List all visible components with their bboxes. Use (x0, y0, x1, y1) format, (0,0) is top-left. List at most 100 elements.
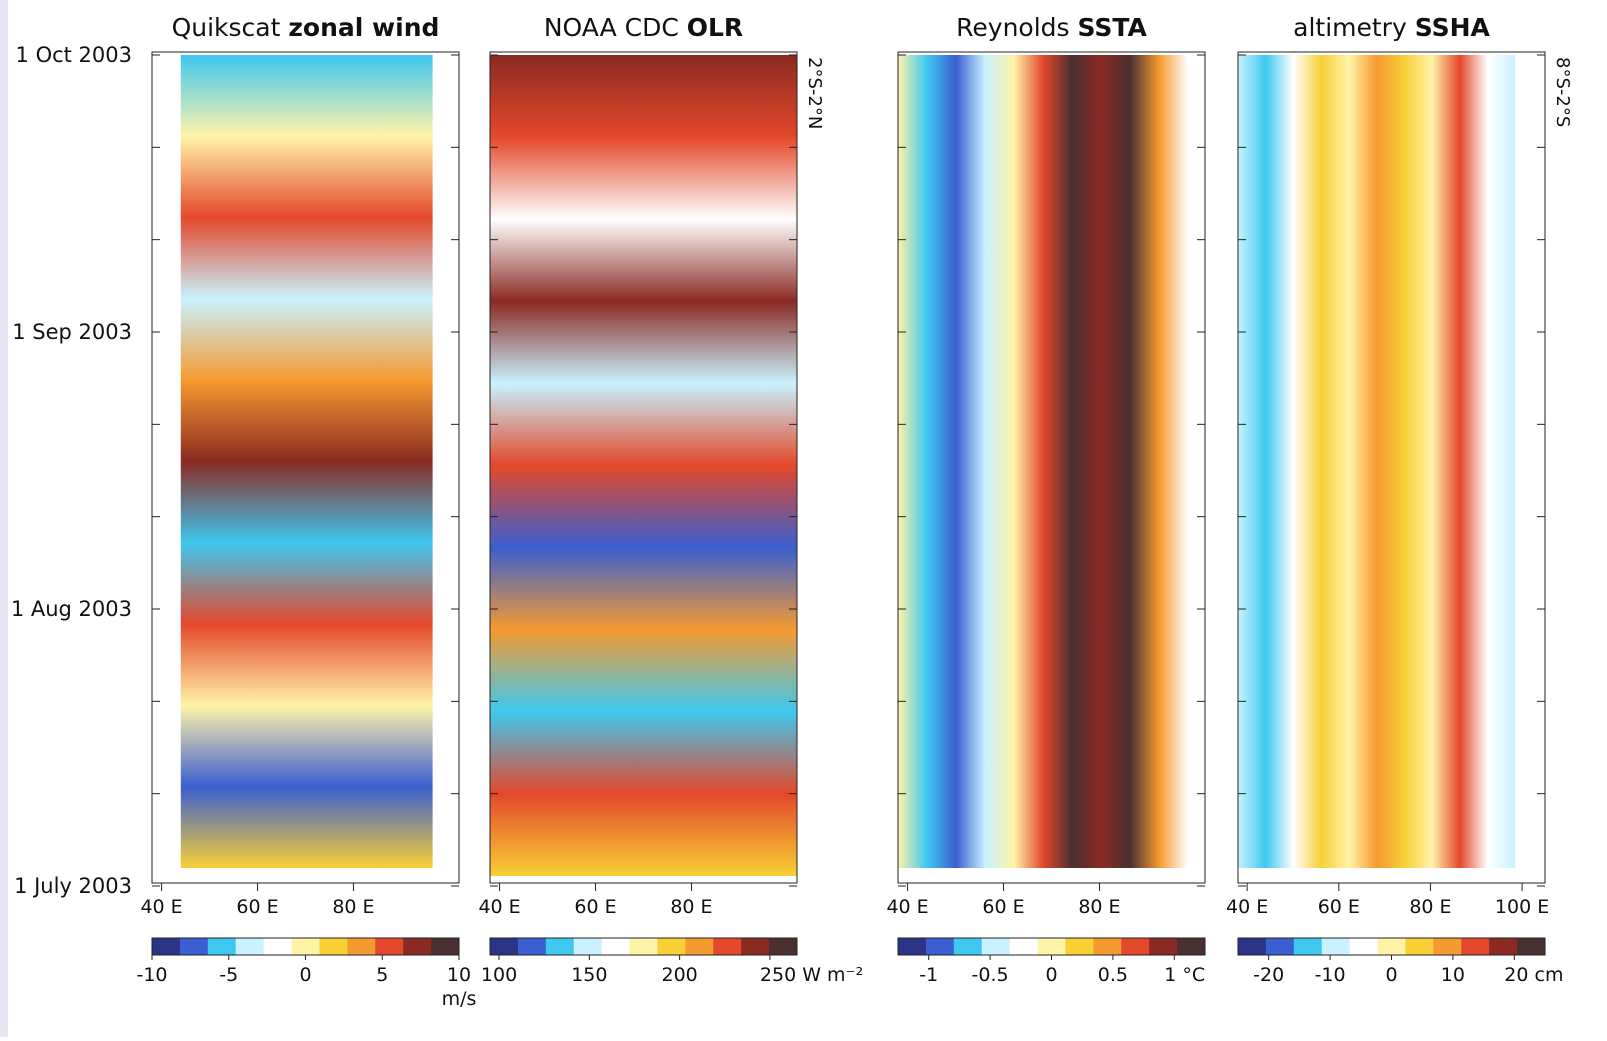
colorbar-tick-label: -20 (1253, 964, 1284, 986)
colorbar-swatch (1093, 938, 1122, 955)
colorbar-swatch (1149, 938, 1178, 955)
x-tick-label: 40 E (140, 896, 182, 918)
colorbar-swatch (573, 938, 603, 955)
colorbar-tick-label: 0.5 (1098, 964, 1128, 986)
colorbar-swatch (1349, 938, 1379, 955)
colorbar-swatch (1238, 938, 1267, 955)
y-tick-label: 1 Sep 2003 (12, 320, 132, 344)
title-plain: Reynolds (956, 13, 1069, 42)
x-tick-label: 100 E (1495, 896, 1549, 918)
panel-title: altimetry SSHA (1293, 13, 1490, 42)
colorbar-tick-label: 10 (447, 964, 471, 986)
x-tick-label: 80 E (332, 896, 374, 918)
colorbar-swatch (657, 938, 686, 955)
colorbar-tick-label: 200 (661, 964, 697, 986)
title-plain: Quikscat (172, 13, 281, 42)
colorbar-unit: m/s (442, 988, 477, 1010)
colorbar-swatch (347, 938, 376, 955)
x-tick-label: 80 E (1078, 896, 1120, 918)
panel-title: Reynolds SSTA (956, 13, 1147, 42)
y-tick-label: 1 Oct 2003 (16, 43, 132, 67)
x-tick-label: 60 E (982, 896, 1024, 918)
x-tick-label: 60 E (236, 896, 278, 918)
colorbar-swatch (953, 938, 983, 955)
panel-frame (489, 51, 798, 884)
colorbar-swatch (263, 938, 293, 955)
colorbar-swatch (517, 938, 547, 955)
colorbar-tick-label: -10 (136, 964, 167, 986)
colorbar-swatch (1065, 938, 1094, 955)
x-tick-label: 80 E (1409, 896, 1451, 918)
title-bold: zonal wind (288, 13, 439, 42)
colorbar-tick-label: 10 (1441, 964, 1465, 986)
colorbar-swatch (1489, 938, 1518, 955)
colorbar-swatch (741, 938, 770, 955)
colorbar-swatch (1177, 938, 1206, 955)
colorbar-swatch (601, 938, 631, 955)
panel-frame (1237, 51, 1546, 884)
y-tick-label: 1 July 2003 (14, 874, 132, 898)
colorbar-tick-label: -5 (219, 964, 238, 986)
panel-frame (151, 51, 460, 884)
colorbar-tick-label: 0 (299, 964, 311, 986)
colorbar-swatch (545, 938, 575, 955)
colorbar-swatch (1265, 938, 1295, 955)
field (180, 55, 433, 868)
colorbar-swatch (319, 938, 348, 955)
colorbar-swatch (925, 938, 955, 955)
colorbar-swatch (685, 938, 714, 955)
colorbar-tick-label: 20 cm (1504, 964, 1563, 986)
field (1238, 55, 1516, 868)
colorbar-swatch (629, 938, 658, 955)
colorbar-swatch (403, 938, 432, 955)
panel-title: Quikscat zonal wind (172, 13, 440, 42)
colorbar-swatch (713, 938, 742, 955)
colorbar-tick-label: 150 (571, 964, 607, 986)
colorbar-swatch (1461, 938, 1490, 955)
panel-frame (897, 51, 1206, 884)
colorbar-tick-label: 250 W m⁻² (760, 964, 863, 986)
title-bold: OLR (687, 13, 743, 42)
left-strip (0, 0, 8, 1037)
x-tick-label: 60 E (574, 896, 616, 918)
colorbar-swatch (898, 938, 927, 955)
colorbar-swatch (1517, 938, 1546, 955)
colorbar-tick-label: -10 (1315, 964, 1346, 986)
colorbar-swatch (291, 938, 320, 955)
x-tick-label: 40 E (1226, 896, 1268, 918)
colorbar-tick-label: 5 (376, 964, 388, 986)
colorbar-swatch (1293, 938, 1323, 955)
colorbar-swatch (1405, 938, 1434, 955)
colorbar-tick-label: 0 (1385, 964, 1397, 986)
colorbar-tick-label: 100 (481, 964, 517, 986)
field (490, 55, 797, 876)
title-bold: SSHA (1415, 13, 1491, 42)
title-plain: altimetry (1293, 13, 1407, 42)
colorbar-swatch (431, 938, 460, 955)
colorbar-swatch (207, 938, 237, 955)
colorbar-tick-label: 1 °C (1164, 964, 1205, 986)
colorbar-swatch (1037, 938, 1066, 955)
colorbar-frame (489, 937, 798, 956)
colorbar-swatch (375, 938, 404, 955)
colorbar-swatch (1009, 938, 1039, 955)
title-plain: NOAA CDC (544, 13, 679, 42)
y-tick-label: 1 Aug 2003 (11, 597, 132, 621)
colorbar-swatch (1321, 938, 1351, 955)
field (898, 55, 1189, 868)
colorbar-swatch (490, 938, 519, 955)
colorbar-tick-label: 0 (1045, 964, 1057, 986)
colorbar-swatch (769, 938, 798, 955)
x-tick-label: 60 E (1318, 896, 1360, 918)
x-tick-label: 40 E (886, 896, 928, 918)
title-bold: SSTA (1078, 13, 1148, 42)
colorbar-tick-label: -1 (919, 964, 938, 986)
colorbar-swatch (981, 938, 1011, 955)
colorbar-swatch (1377, 938, 1406, 955)
colorbar-swatch (179, 938, 209, 955)
colorbar-swatch (1433, 938, 1462, 955)
x-tick-label: 80 E (670, 896, 712, 918)
band-label: 8°S-2°S (1552, 57, 1573, 127)
panel-title: NOAA CDC OLR (544, 13, 743, 42)
